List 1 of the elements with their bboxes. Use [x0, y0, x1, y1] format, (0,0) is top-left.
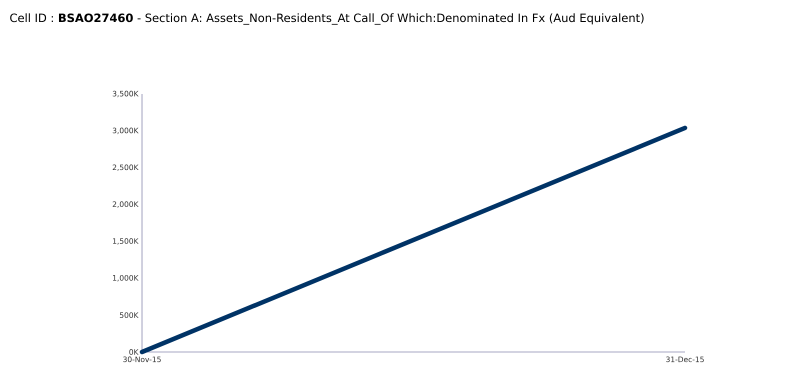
- chart-title: Cell ID : BSAO27460 - Section A: Assets_Non-Residents_At Call_Of Which:Denominated In Fx (Aud Equivalent): [10, 13, 644, 25]
